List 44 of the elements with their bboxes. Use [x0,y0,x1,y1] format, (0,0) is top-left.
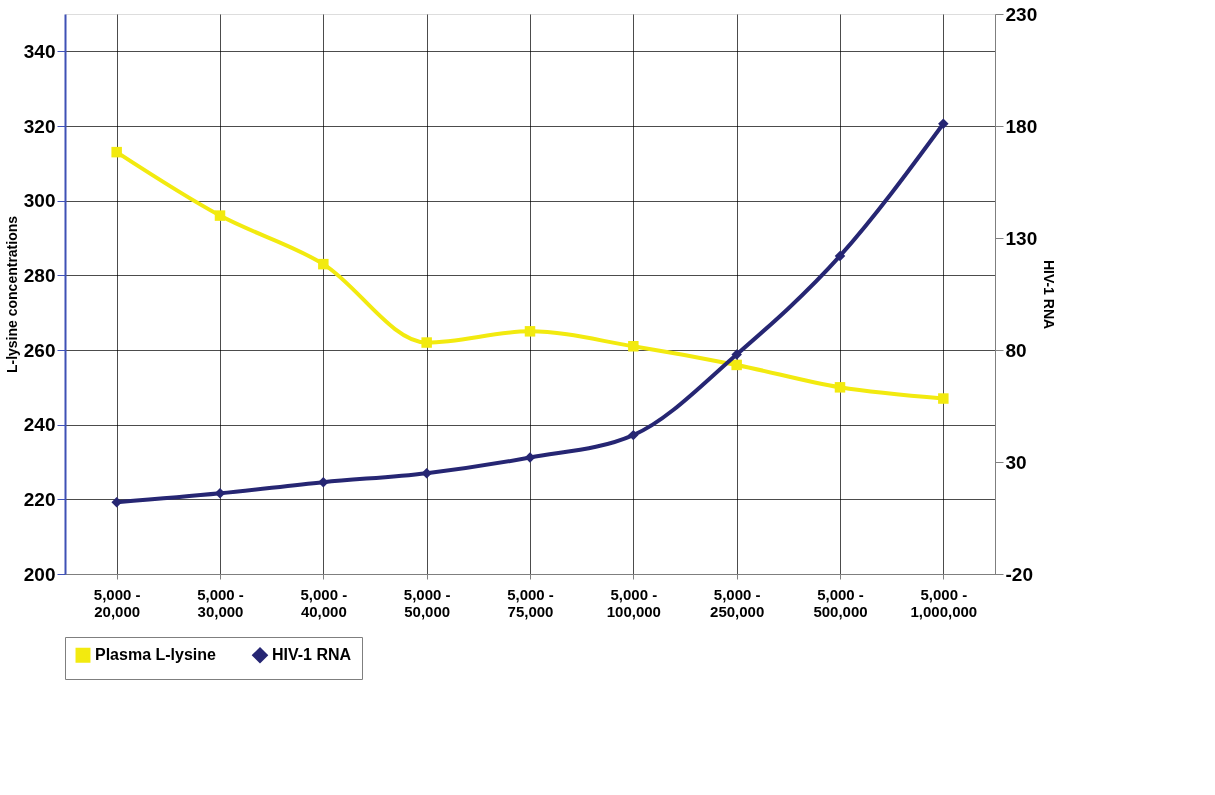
point [524,452,536,463]
x-tick-label: 5,000 - 50,000 [403,585,451,620]
x-tick-label: 5,000 - 1,000,000 [910,585,978,620]
y-tick-label: 340 [23,40,56,62]
point [628,341,639,352]
y2-tick-label: 30 [1005,451,1027,473]
x-tick-label: 5,000 - 20,000 [93,585,141,620]
point [834,382,846,393]
legend-label: HIV-1 RNA [272,646,352,664]
y-tick-label: 220 [23,488,56,510]
y2-tick-label: -20 [1005,563,1033,585]
point [834,250,846,262]
y-axis-title: L-lysine concentrations [3,215,20,374]
y2-tick-label: 130 [1005,227,1038,249]
point [421,337,432,348]
point [318,476,329,488]
x-tick-label: 5,000 - 100,000 [606,585,661,620]
y-tick-label: 320 [23,115,56,137]
point [628,429,639,441]
y-tick-label: 240 [23,414,56,436]
x-tick-label: 5,000 - 30,000 [197,585,244,620]
y2-tick-label: 80 [1005,339,1027,361]
y2-axis-title: HIV-1 RNA [1041,259,1058,330]
point [318,258,329,270]
x-tick-label: 5,000 - 75,000 [507,585,554,620]
legend-label: Plasma L-lysine [95,646,217,664]
point [731,349,742,360]
point [938,393,949,404]
y-tick-label: 300 [23,190,56,212]
x-tick-label: 5,000 - 40,000 [300,585,348,620]
point [938,118,949,129]
y2-tick-label: 230 [1005,3,1038,25]
point [524,326,536,337]
point [421,467,432,479]
point [214,210,226,221]
y-tick-label: 260 [23,339,56,361]
x-tick-label: 5,000 - 250,000 [710,585,765,620]
y-tick-label: 200 [23,563,56,585]
x-tick-label: 5,000 - 500,000 [813,585,868,620]
y2-tick-label: 180 [1005,115,1038,137]
point [111,146,122,158]
point [731,359,742,371]
y-tick-label: 280 [23,264,56,286]
point [111,497,122,508]
